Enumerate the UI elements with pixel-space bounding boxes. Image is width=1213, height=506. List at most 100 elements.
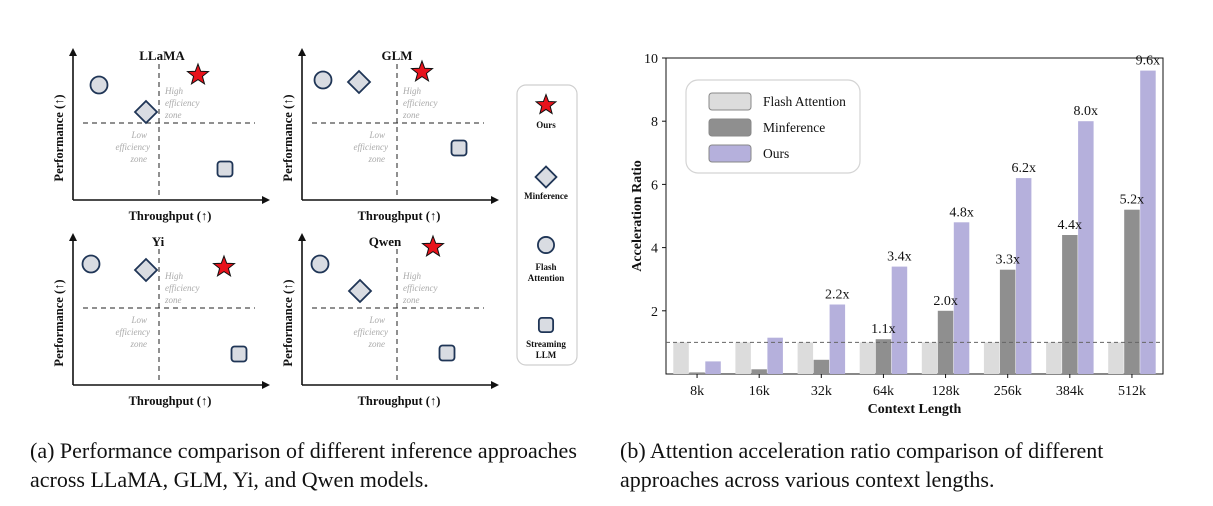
bar-minference-256k (999, 269, 1016, 374)
panel-a-quadrant-plots: LLaMA Throughput (↑) Performance (↑) High ef… (52, 48, 578, 408)
red-star-icon (534, 93, 558, 115)
y-tick-label: 10 (644, 52, 658, 67)
rounded-square-icon (216, 160, 234, 178)
data-label: 3.3x (995, 253, 1020, 268)
x-tick-label: 64k (873, 384, 894, 399)
red-star-icon (410, 59, 434, 83)
bar-flash-attention-32k (797, 342, 814, 374)
rounded-square-icon (230, 345, 248, 363)
data-label: 5.2x (1120, 193, 1145, 208)
x-axis-title: Context Length (868, 402, 962, 417)
x-axis-label: Throughput (↑) (358, 209, 441, 223)
diamond-icon (133, 99, 159, 125)
caption-panel-a: (a) Performance comparison of different … (30, 438, 577, 492)
legend-swatch (708, 92, 752, 111)
legend-box (516, 84, 578, 366)
red-star-icon (212, 254, 236, 278)
data-label: 8.0x (1074, 104, 1099, 119)
legend-label-line1: Minference (524, 191, 568, 201)
bar-flash-attention-64k (859, 342, 876, 374)
chart-legend: Flash Attention Minference Ours (685, 79, 861, 174)
x-tick-label: 8k (690, 384, 704, 399)
data-label: 6.2x (1011, 161, 1035, 176)
legend-label-line2: LLM (536, 350, 557, 360)
bar-minference-64k (875, 339, 892, 374)
diamond-icon (346, 69, 372, 95)
quadrant-plot-qwen: Qwen Throughput (↑) Performance (↑) High eff… (281, 233, 499, 408)
bar-minference-512k (1124, 209, 1140, 374)
low-zone-label-line3: zone (130, 154, 148, 164)
plot-title: GLM (381, 48, 412, 63)
y-tick-label: 6 (651, 178, 658, 193)
legend-swatch (708, 118, 752, 137)
low-zone-label-line2: efficiency (116, 327, 150, 337)
legend-swatch (708, 144, 752, 163)
panel-b-bar-chart: 2 4 6 8 10 8k 16k 32k 64k 128k 256k 384k 512k 2.2x 1.1… (630, 52, 1164, 417)
circle-icon (313, 70, 333, 90)
y-axis-label: Performance (↑) (52, 279, 66, 366)
low-zone-label-line1: Low (368, 130, 385, 140)
bar-ours-8k (705, 361, 721, 374)
high-zone-label-line1: High (164, 86, 184, 96)
high-zone-label-line1: High (164, 271, 184, 281)
legend-label: Flash Attention (763, 94, 846, 109)
bar-minference-32k (813, 359, 830, 374)
bar-flash-attention-256k (983, 342, 1000, 374)
x-tick-label: 32k (811, 384, 832, 399)
red-star-icon (186, 62, 210, 86)
high-zone-label-line3: zone (402, 295, 420, 305)
plot-frame (665, 57, 1164, 375)
bar-ours-16k (767, 337, 783, 374)
data-label: 3.4x (887, 250, 912, 265)
rounded-square-icon (450, 139, 468, 157)
data-label: 2.0x (933, 294, 958, 309)
diamond-icon (347, 278, 373, 304)
y-axis-label: Performance (↑) (281, 94, 295, 181)
high-zone-label-line1: High (402, 86, 422, 96)
low-zone-label-line1: Low (130, 315, 147, 325)
x-tick-label: 512k (1118, 384, 1146, 399)
y-axis-title: Acceleration Ratio (630, 160, 645, 272)
data-label: 4.8x (949, 205, 974, 220)
circle-icon (310, 254, 330, 274)
high-zone-label-line1: High (402, 271, 422, 281)
x-tick-label: 384k (1056, 384, 1084, 399)
low-zone-label-line2: efficiency (354, 142, 388, 152)
diamond-icon (133, 257, 159, 283)
bar-ours-384k (1078, 121, 1094, 374)
data-label: 4.4x (1058, 218, 1083, 233)
bar-ours-32k (829, 304, 846, 374)
x-axis-label: Throughput (↑) (129, 209, 212, 223)
low-zone-label-line3: zone (368, 339, 386, 349)
legend-label-line1: Flash (535, 262, 556, 272)
high-zone-label-line3: zone (164, 110, 182, 120)
quadrant-plot-glm: GLM Throughput (↑) Performance (↑) High effi… (281, 48, 499, 223)
high-zone-label-line2: efficiency (403, 98, 437, 108)
data-label: 1.1x (871, 322, 896, 337)
plot-title: Yi (152, 234, 165, 249)
quadrant-plot-yi: Yi Throughput (↑) Performance (↑) High effic… (52, 233, 270, 408)
x-tick-label: 256k (994, 384, 1022, 399)
plot-title: Qwen (369, 234, 402, 249)
bar-ours-128k (953, 222, 970, 374)
y-tick-label: 2 (651, 305, 658, 320)
low-zone-label-line1: Low (368, 315, 385, 325)
plot-title: LLaMA (139, 48, 185, 63)
data-label: 9.6x (1136, 54, 1161, 69)
high-zone-label-line2: efficiency (165, 283, 199, 293)
red-star-icon (421, 234, 445, 258)
x-axis-label: Throughput (↑) (358, 394, 441, 408)
high-zone-label-line2: efficiency (165, 98, 199, 108)
low-zone-label-line3: zone (368, 154, 386, 164)
bar-flash-attention-8k (673, 342, 689, 374)
quadrant-plot-llama: LLaMA Throughput (↑) Performance (↑) High ef… (52, 48, 270, 223)
legend-label: Ours (763, 146, 789, 161)
high-zone-label-line2: efficiency (403, 283, 437, 293)
x-axis-label: Throughput (↑) (129, 394, 212, 408)
circle-icon (89, 75, 109, 95)
bar-flash-attention-512k (1108, 342, 1124, 374)
bar-flash-attention-16k (735, 342, 751, 374)
low-zone-label-line2: efficiency (354, 327, 388, 337)
circle-icon (537, 236, 555, 254)
